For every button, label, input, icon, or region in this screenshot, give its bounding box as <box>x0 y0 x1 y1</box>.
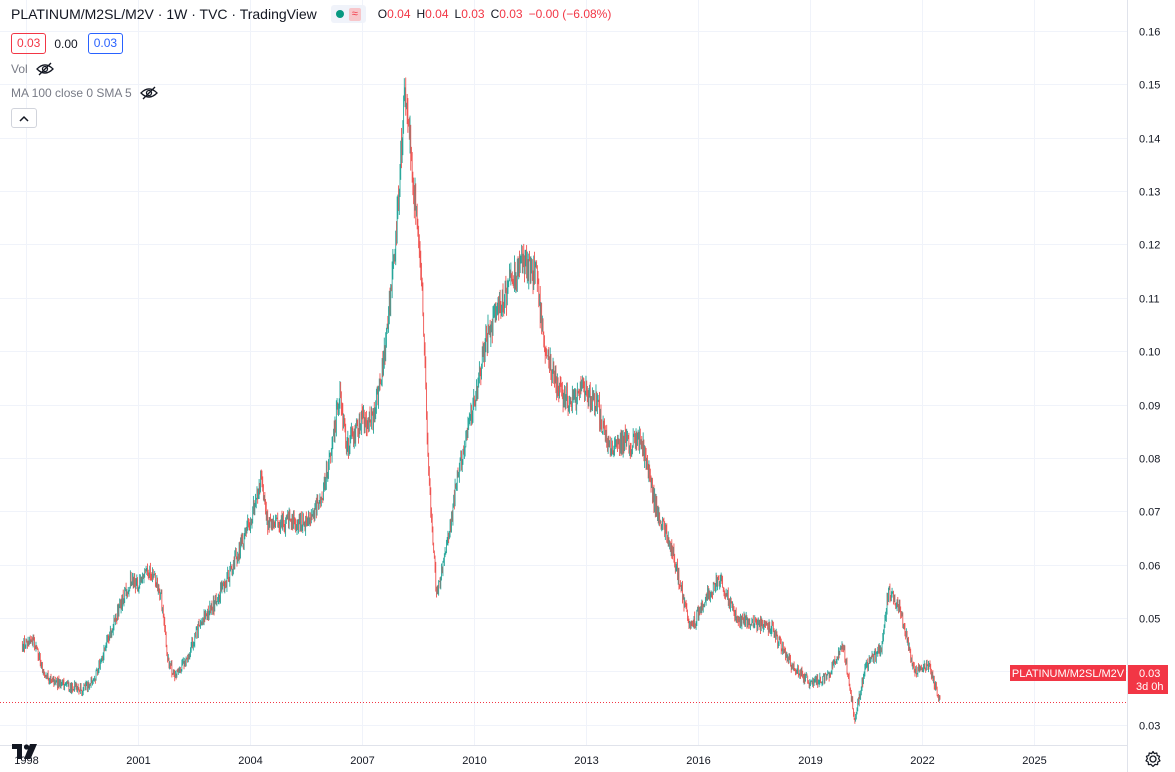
price-tag-countdown: 3d 0h <box>1136 681 1164 693</box>
x-tick-label: 2007 <box>350 755 374 767</box>
ohlc-open-key: O <box>377 7 388 21</box>
indicator-ma[interactable]: MA 100 close 0 SMA 5 <box>11 86 158 100</box>
indicator-ma-label: MA 100 close 0 SMA 5 <box>11 86 132 100</box>
price-boxes: 0.03 0.00 0.03 <box>11 33 131 54</box>
y-tick-label: 0.06 <box>1139 561 1160 573</box>
eye-off-icon[interactable] <box>35 62 54 76</box>
ohlc-change: −0.00 (−6.08%) <box>529 7 612 21</box>
y-tick-label: 0.14 <box>1139 134 1160 146</box>
ohlc-close: C0.03 <box>491 7 523 21</box>
y-tick-label: 0.16 <box>1139 27 1160 39</box>
data-status-icon: ≈ <box>348 7 361 21</box>
ohlc-open: O0.04 <box>378 7 411 21</box>
chart-header: PLATINUM/M2SL/M2V · 1W · TVC · TradingVi… <box>11 5 617 23</box>
x-tick-label: 2025 <box>1022 755 1046 767</box>
ohlc-close-key: C <box>490 7 500 21</box>
y-tick-label: 0.11 <box>1139 294 1160 306</box>
symbol-tag-bg <box>1010 665 1126 681</box>
eye-off-icon[interactable] <box>139 86 158 100</box>
y-tick-label: 0.10 <box>1139 347 1160 359</box>
price-axis[interactable]: 0.040.050.060.070.080.090.100.110.120.13… <box>1139 27 1160 733</box>
chart-grid <box>0 0 1127 745</box>
y-tick-label: 0.12 <box>1139 240 1160 252</box>
y-tick-label: 0.05 <box>1139 614 1160 626</box>
ohlc-low-value: 0.03 <box>461 7 485 21</box>
ohlc-close-value: 0.03 <box>499 7 523 21</box>
last-price-tag: PLATINUM/M2SL/M2V 0.03 3d 0h <box>1010 665 1168 694</box>
y-tick-label: 0.13 <box>1139 187 1160 199</box>
x-tick-label: 2001 <box>126 755 150 767</box>
sell-price-button[interactable]: 0.03 <box>11 33 47 54</box>
y-tick-label: 0.07 <box>1139 507 1160 519</box>
ohlc-high: H0.04 <box>417 7 449 21</box>
indicator-vol-label: Vol <box>11 62 28 76</box>
price-tag-bg <box>1128 665 1168 694</box>
gear-icon[interactable] <box>1144 750 1162 768</box>
ohlc-low-key: L <box>454 7 462 21</box>
x-tick-label: 2013 <box>574 755 598 767</box>
symbol-tag-text: PLATINUM/M2SL/M2V <box>1012 668 1125 680</box>
price-tag-value: 0.03 <box>1139 668 1160 680</box>
indicator-vol[interactable]: Vol <box>11 62 54 76</box>
x-tick-label: 2004 <box>238 755 262 767</box>
candles <box>21 77 941 724</box>
chevron-up-icon <box>19 115 29 122</box>
collapse-legend-button[interactable] <box>11 108 37 128</box>
ohlc-low: L0.03 <box>455 7 485 21</box>
x-tick-label: 2022 <box>910 755 934 767</box>
x-tick-label: 2010 <box>462 755 486 767</box>
market-status-badge[interactable]: ≈ <box>330 5 366 23</box>
ohlc-change-value: −0.00 (−6.08%) <box>528 7 612 21</box>
symbol-title[interactable]: PLATINUM/M2SL/M2V · 1W · TVC · TradingVi… <box>11 6 317 22</box>
ohlc-high-value: 0.04 <box>425 7 449 21</box>
market-open-dot-icon <box>335 10 344 18</box>
x-tick-label: 2019 <box>798 755 822 767</box>
y-tick-label: 0.03 <box>1139 721 1160 733</box>
x-tick-label: 2016 <box>686 755 710 767</box>
spread-value: 0.00 <box>54 36 78 51</box>
buy-price-button[interactable]: 0.03 <box>87 33 124 54</box>
tradingview-logo-icon[interactable] <box>11 741 39 761</box>
ohlc-high-key: H <box>416 7 426 21</box>
y-tick-label: 0.09 <box>1139 401 1160 413</box>
y-tick-label: 0.15 <box>1139 80 1160 92</box>
y-tick-label: 0.08 <box>1139 454 1160 466</box>
ohlc-open-value: 0.04 <box>387 7 411 21</box>
time-axis[interactable]: 1998 2001 2004 2007 2010 2013 2016 2019 2022 2025 <box>14 755 1046 767</box>
